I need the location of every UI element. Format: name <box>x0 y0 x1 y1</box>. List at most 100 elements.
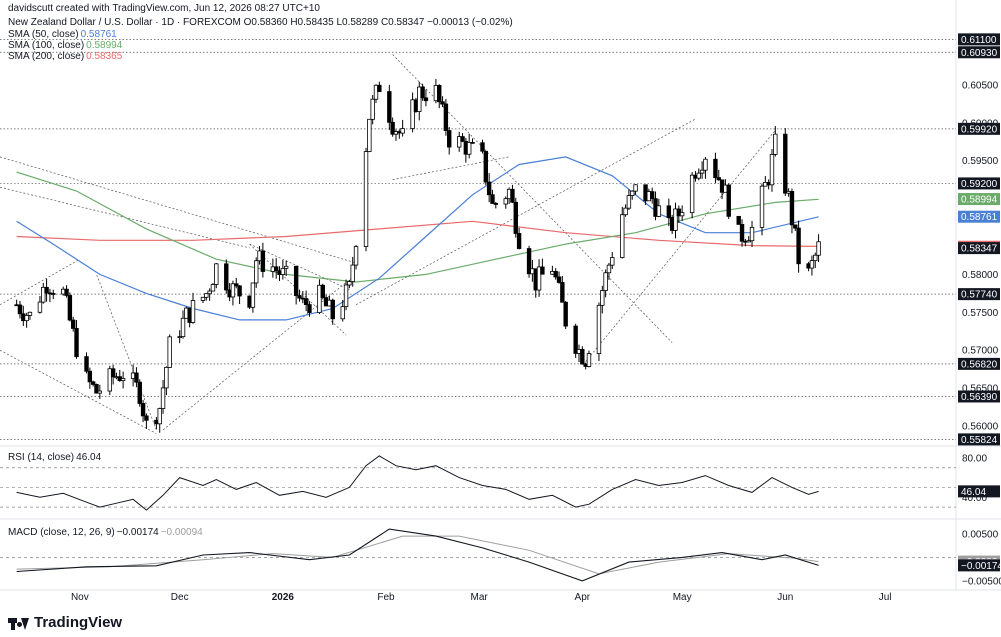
sma100-line <box>16 171 819 283</box>
price-axis-tick-label: 0.59500 <box>962 156 999 167</box>
candle-body <box>44 286 49 294</box>
time-axis-label: Feb <box>377 592 395 603</box>
candle-body <box>297 295 302 299</box>
candle-body <box>460 136 465 142</box>
time-axis-label: Dec <box>171 592 189 603</box>
trendline <box>162 274 357 431</box>
price-level-tag <box>958 177 1000 190</box>
candle-body <box>603 272 608 291</box>
candle-body <box>556 276 562 283</box>
candle-body <box>620 214 625 258</box>
candle-body <box>307 304 312 313</box>
trendline <box>355 118 696 306</box>
candle-body <box>200 296 206 301</box>
time-axis-label: Apr <box>575 592 591 603</box>
candle-body <box>347 281 352 286</box>
candle-body <box>210 284 216 292</box>
current-value-tag <box>958 193 1000 206</box>
current-value-tag-label: 0.58347 <box>961 244 998 255</box>
current-value-tag <box>958 210 1000 223</box>
candle-body <box>87 370 93 383</box>
sma200-legend: SMA (200, close) 0.58365 <box>8 51 123 62</box>
candle-body <box>789 190 795 226</box>
candle-body <box>783 133 788 194</box>
candle-body <box>746 240 751 243</box>
candle-body <box>230 283 236 298</box>
candle-body <box>41 286 46 303</box>
attribution-text: davidscutt created with TradingView.com,… <box>8 3 320 14</box>
candle-body <box>157 408 162 425</box>
candle-body <box>606 264 612 274</box>
candle-body <box>696 172 701 179</box>
candle-body <box>816 241 821 256</box>
candle-body <box>234 283 239 287</box>
candle-body <box>37 301 43 313</box>
candle-body <box>250 282 256 308</box>
rsi-line <box>16 455 819 511</box>
candle-body <box>726 184 731 217</box>
trendline <box>96 274 157 430</box>
candle-body <box>164 367 169 389</box>
candle-body <box>536 266 542 291</box>
candle-body <box>563 301 568 327</box>
candle-body <box>470 141 475 144</box>
price-level-tag-label: 0.57740 <box>961 290 998 301</box>
candle-body <box>437 85 442 103</box>
candle-body <box>793 224 798 229</box>
trendline <box>392 54 673 343</box>
candle-body <box>353 246 359 266</box>
candle-body <box>17 304 23 315</box>
candle-body <box>560 282 565 303</box>
candle-body <box>283 265 289 269</box>
rsi-value-tag-label: 46.04 <box>961 487 986 498</box>
candle-body <box>553 271 558 278</box>
candle-body <box>144 415 149 421</box>
candle-body <box>679 212 685 217</box>
candle-body <box>796 227 801 265</box>
candle-body <box>813 254 818 262</box>
macd-axis-tick-label: −0.00500 <box>962 576 1001 587</box>
candle-body <box>167 336 172 368</box>
candle-body <box>94 384 99 394</box>
candle-body <box>420 86 425 99</box>
candle-body <box>67 295 73 321</box>
candle-body <box>769 154 775 186</box>
candle-body <box>90 381 96 385</box>
candle-body <box>510 188 515 203</box>
candle-body <box>180 317 186 338</box>
macd-line <box>16 528 819 582</box>
time-axis-label: Jul <box>879 592 892 603</box>
candle-body <box>773 133 778 155</box>
candle-body <box>503 198 508 205</box>
candle-body <box>447 130 452 148</box>
candle-body <box>493 203 499 205</box>
price-axis-tick-label: 0.56500 <box>962 384 999 395</box>
candle-body <box>513 201 518 234</box>
tradingview-logo[interactable]: TradingView <box>8 614 122 631</box>
candle-body <box>51 293 56 295</box>
price-level-tag-label: 0.56390 <box>961 392 998 403</box>
candle-body <box>423 97 429 102</box>
trendline <box>0 156 357 264</box>
price-level-tag-label: 0.59200 <box>961 179 998 190</box>
candle-body <box>673 208 678 231</box>
price-level-tag <box>958 122 1000 135</box>
candle-body <box>207 290 212 295</box>
candle-body <box>293 265 299 296</box>
candle-body <box>699 169 705 174</box>
candle-body <box>64 288 69 296</box>
candle-body <box>237 285 242 297</box>
candle-body <box>630 190 635 196</box>
candle-body <box>623 207 628 216</box>
candle-body <box>573 325 578 354</box>
macd-axis-tick-label: 0.00500 <box>962 529 999 540</box>
price-axis-tick-label: 0.58000 <box>962 270 999 281</box>
candle-body <box>516 233 522 249</box>
candle-body <box>466 141 472 155</box>
candle-body <box>580 349 585 365</box>
time-axis-label: Nov <box>71 592 89 603</box>
trendline <box>392 156 510 180</box>
candle-body <box>486 181 492 196</box>
price-level-tag <box>958 390 1000 403</box>
